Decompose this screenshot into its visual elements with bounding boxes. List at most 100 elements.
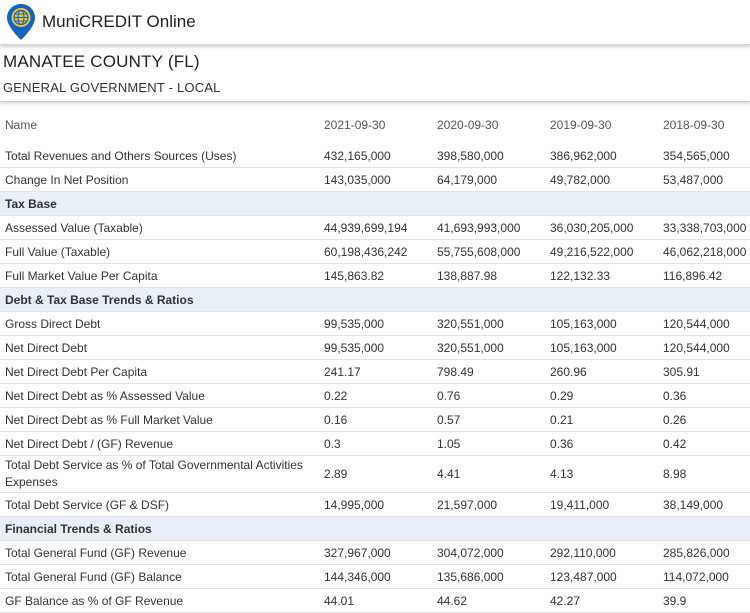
row-label: Total Debt Service (GF & DSF) <box>0 492 320 517</box>
table-row: Net Direct Debt as % Full Market Value 0.… <box>0 407 750 432</box>
app-header: MuniCREDIT Online <box>0 0 750 45</box>
row-value: 0.22 <box>320 383 433 408</box>
row-label: Assessed Value (Taxable) <box>0 215 320 240</box>
app-title: MuniCREDIT Online <box>42 12 196 31</box>
row-value: 42.27 <box>546 588 659 613</box>
row-value: 145,863.82 <box>320 263 433 288</box>
row-label: Total General Fund (GF) Balance <box>0 564 320 589</box>
row-value: 114,072,000 <box>659 564 750 589</box>
table-row: Assessed Value (Taxable) 44,939,699,194 41… <box>0 215 750 240</box>
row-value: 320,551,000 <box>433 311 546 336</box>
row-value: 144,346,000 <box>320 564 433 589</box>
location-pin-globe-icon[interactable] <box>3 0 39 44</box>
financial-data-table: Name 2021-09-30 2020-09-30 2019-09-30 20… <box>0 102 750 613</box>
section-header-row: Tax Base <box>0 191 750 216</box>
row-value: 19,411,000 <box>546 492 659 517</box>
row-value: 0.26 <box>659 407 750 432</box>
column-header-2021[interactable]: 2021-09-30 <box>324 118 386 132</box>
section-title: Tax Base <box>0 191 750 216</box>
row-value: 327,967,000 <box>320 540 433 565</box>
row-value: 33,338,703,000 <box>659 215 750 240</box>
row-value: 21,597,000 <box>433 492 546 517</box>
table-row: Total Revenues and Others Sources (Uses)… <box>0 144 750 168</box>
row-label: Full Market Value Per Capita <box>0 263 320 288</box>
row-value: 386,962,000 <box>546 144 659 168</box>
row-value: 0.21 <box>546 407 659 432</box>
row-label: Full Value (Taxable) <box>0 239 320 264</box>
row-value: 241.17 <box>320 359 433 384</box>
row-value: 798.49 <box>433 359 546 384</box>
row-value: 4.41 <box>433 455 546 493</box>
table-row: Net Direct Debt / (GF) Revenue 0.3 1.05 0.3… <box>0 431 750 456</box>
row-label: Total General Fund (GF) Revenue <box>0 540 320 565</box>
row-value: 0.29 <box>546 383 659 408</box>
row-label: Net Direct Debt <box>0 335 320 360</box>
column-header-name[interactable]: Name <box>5 118 38 132</box>
entity-header: MANATEE COUNTY (FL) GENERAL GOVERNMENT -… <box>0 45 750 102</box>
table-header-row: Name 2021-09-30 2020-09-30 2019-09-30 20… <box>0 102 750 144</box>
row-value: 99,535,000 <box>320 335 433 360</box>
table-body: Total Revenues and Others Sources (Uses)… <box>0 144 750 613</box>
row-value: 39.9 <box>659 588 750 613</box>
section-title: Debt & Tax Base Trends & Ratios <box>0 287 750 312</box>
row-value: 49,216,522,000 <box>546 239 659 264</box>
table-row: Net Direct Debt 99,535,000 320,551,000 105,… <box>0 335 750 360</box>
table-row: GF Balance as % of GF Revenue 44.01 44.62 4… <box>0 588 750 613</box>
row-value: 44.62 <box>433 588 546 613</box>
row-value: 8.98 <box>659 455 750 493</box>
row-value: 49,782,000 <box>546 167 659 192</box>
row-value: 143,035,000 <box>320 167 433 192</box>
row-label: Net Direct Debt / (GF) Revenue <box>0 431 320 456</box>
section-title: Financial Trends & Ratios <box>0 516 750 541</box>
row-value: 398,580,000 <box>433 144 546 168</box>
row-value: 64,179,000 <box>433 167 546 192</box>
row-label: Net Direct Debt Per Capita <box>0 359 320 384</box>
row-value: 320,551,000 <box>433 335 546 360</box>
row-label: Total Debt Service as % of Total Governm… <box>0 455 320 493</box>
row-value: 46,062,218,000 <box>659 239 750 264</box>
table-row: Gross Direct Debt 99,535,000 320,551,000 10… <box>0 311 750 336</box>
column-header-2018[interactable]: 2018-09-30 <box>663 118 725 132</box>
row-value: 105,163,000 <box>546 335 659 360</box>
table-row: Change In Net Position 143,035,000 64,179,… <box>0 167 750 192</box>
row-value: 304,072,000 <box>433 540 546 565</box>
row-label: Change In Net Position <box>0 167 320 192</box>
row-value: 60,198,436,242 <box>320 239 433 264</box>
row-value: 123,487,000 <box>546 564 659 589</box>
row-value: 44,939,699,194 <box>320 215 433 240</box>
row-label: Net Direct Debt as % Assessed Value <box>0 383 320 408</box>
row-value: 0.57 <box>433 407 546 432</box>
table-row: Net Direct Debt as % Assessed Value 0.22 0… <box>0 383 750 408</box>
row-value: 135,686,000 <box>433 564 546 589</box>
row-value: 41,693,993,000 <box>433 215 546 240</box>
row-label: Gross Direct Debt <box>0 311 320 336</box>
entity-name: MANATEE COUNTY (FL) <box>3 52 200 71</box>
table-row: Total Debt Service (GF & DSF) 14,995,000 2… <box>0 492 750 517</box>
row-value: 38,149,000 <box>659 492 750 517</box>
row-value: 36,030,205,000 <box>546 215 659 240</box>
row-value: 99,535,000 <box>320 311 433 336</box>
column-header-2019[interactable]: 2019-09-30 <box>550 118 612 132</box>
row-value: 292,110,000 <box>546 540 659 565</box>
row-value: 120,544,000 <box>659 335 750 360</box>
section-header-row: Debt & Tax Base Trends & Ratios <box>0 287 750 312</box>
row-value: 4.13 <box>546 455 659 493</box>
row-value: 0.36 <box>546 431 659 456</box>
row-value: 432,165,000 <box>320 144 433 168</box>
row-value: 260.96 <box>546 359 659 384</box>
row-value: 0.76 <box>433 383 546 408</box>
row-label: Net Direct Debt as % Full Market Value <box>0 407 320 432</box>
table-row: Total General Fund (GF) Revenue 327,967,0… <box>0 540 750 565</box>
entity-type: GENERAL GOVERNMENT - LOCAL <box>3 80 221 95</box>
table-row: Full Value (Taxable) 60,198,436,242 55,755… <box>0 239 750 264</box>
column-header-2020[interactable]: 2020-09-30 <box>437 118 499 132</box>
row-value: 105,163,000 <box>546 311 659 336</box>
row-value: 122,132.33 <box>546 263 659 288</box>
section-header-row: Financial Trends & Ratios <box>0 516 750 541</box>
table-row: Total General Fund (GF) Balance 144,346,0… <box>0 564 750 589</box>
row-label: Total Revenues and Others Sources (Uses) <box>0 144 320 168</box>
row-value: 44.01 <box>320 588 433 613</box>
row-value: 354,565,000 <box>659 144 750 168</box>
table-row: Full Market Value Per Capita 145,863.82 13… <box>0 263 750 288</box>
table-row: Net Direct Debt Per Capita 241.17 798.49 26… <box>0 359 750 384</box>
